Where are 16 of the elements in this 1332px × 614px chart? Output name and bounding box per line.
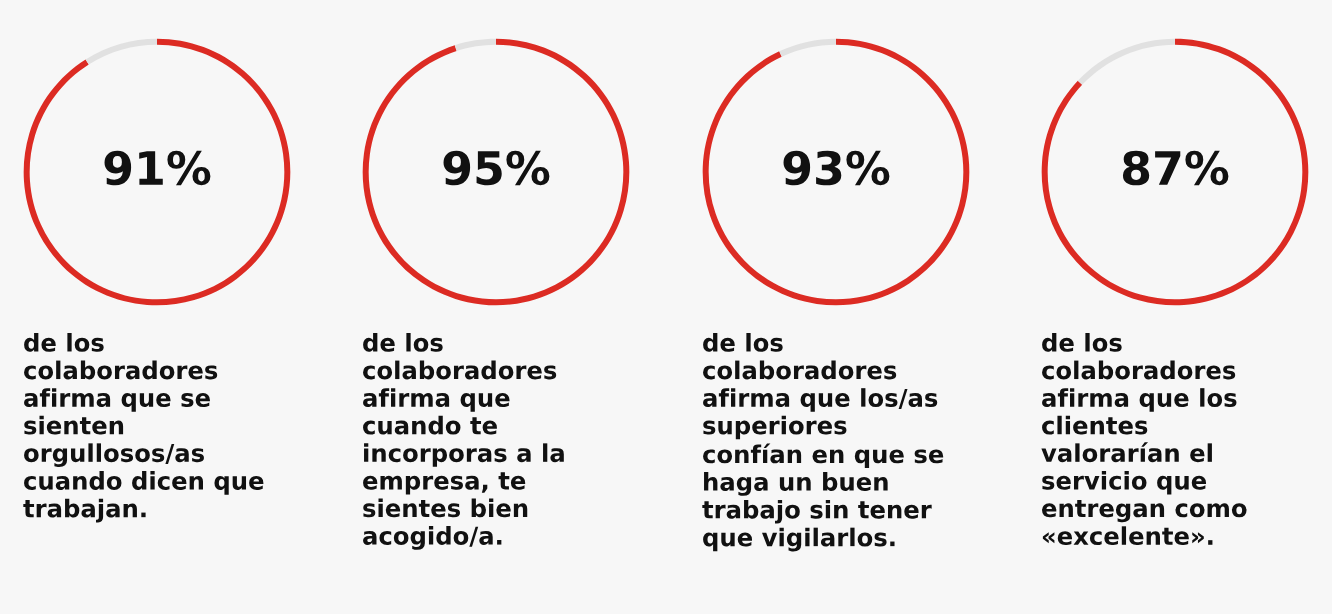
text: de los colaboradores afirma que se sienten orgullosos/as cuando dicen que trabajan.: [23, 333, 264, 523]
donut-slice: [1041, 38, 1309, 306]
donut-slice: [23, 38, 291, 306]
donut-slice: [362, 38, 630, 306]
text: de los colaboradores afirma que los clientes valorarían el servicio que entregan como «excelente».: [1041, 333, 1247, 546]
donut-slice: [454, 38, 496, 51]
data-label: 91%: [104, 150, 211, 186]
donut-slice: [1077, 38, 1175, 85]
data-label: 87%: [1122, 150, 1229, 186]
data-label: 95%: [443, 150, 550, 186]
donut-slice: [85, 38, 157, 65]
donut-slice: [779, 38, 836, 57]
text: de los colaboradores afirma que los/as superiores confían en que se haga un buen trabajo sin tener que vigilarlos.: [702, 333, 944, 552]
text: de los colaboradores afirma que cuando te incorporas a la empresa, te sientes bien acogido/a.: [363, 333, 564, 550]
donut-slice: [702, 38, 970, 306]
data-label: 93%: [783, 150, 890, 186]
